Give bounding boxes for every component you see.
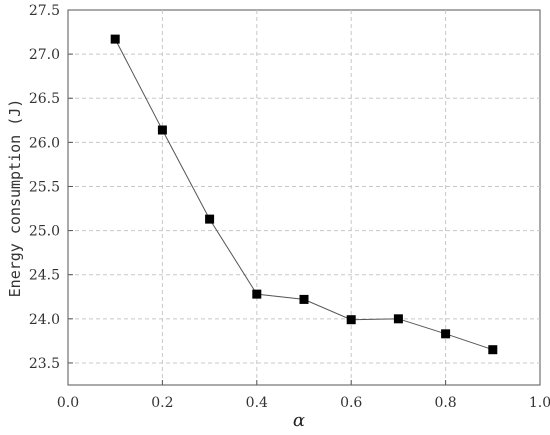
data-point-marker <box>205 214 215 224</box>
y-tick-label: 24.0 <box>29 312 60 328</box>
y-tick-label: 26.0 <box>29 135 60 151</box>
data-point-marker <box>393 314 403 324</box>
x-axis-title: α <box>293 410 305 431</box>
y-tick-label: 25.0 <box>29 224 60 240</box>
y-tick-label: 26.5 <box>29 91 60 107</box>
data-point-marker <box>441 329 451 339</box>
data-point-marker <box>157 125 167 135</box>
y-tick-label: 27.0 <box>29 47 60 63</box>
y-tick-label: 23.5 <box>29 356 60 372</box>
x-tick-label: 0.0 <box>57 395 79 411</box>
y-axis-title: Energy consumption (J) <box>6 99 24 298</box>
data-point-marker <box>299 294 309 304</box>
data-point-marker <box>110 34 120 44</box>
data-point-marker <box>252 289 262 299</box>
data-point-marker <box>346 315 356 325</box>
series <box>110 34 498 355</box>
plot-frame <box>67 9 541 386</box>
x-tick-label: 0.8 <box>434 395 456 411</box>
grid <box>68 10 540 385</box>
x-tick-label: 0.2 <box>151 395 173 411</box>
x-tick-label: 0.4 <box>246 395 268 411</box>
axis-ticks: 0.0 0.2 0.4 0.6 0.8 1.0 23.5 24.0 24.5 25.0 25.5 26… <box>29 3 550 411</box>
y-tick-label: 25.5 <box>29 179 60 195</box>
data-point-marker <box>488 345 498 355</box>
x-tick-label: 1.0 <box>529 395 550 411</box>
y-tick-label: 27.5 <box>29 3 60 19</box>
y-tick-label: 24.5 <box>29 268 60 284</box>
x-tick-label: 0.6 <box>340 395 362 411</box>
